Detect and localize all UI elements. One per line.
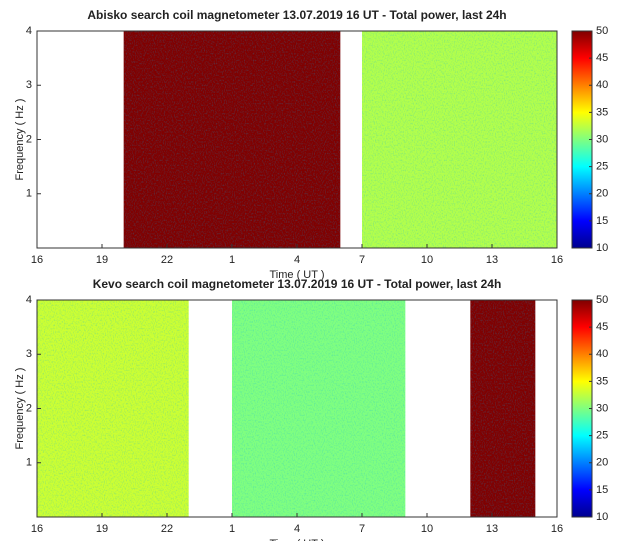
colorbar-tick-label: 50 xyxy=(596,294,608,306)
y-tick-label: 2 xyxy=(26,402,32,414)
x-tick-label: 1 xyxy=(229,523,235,535)
x-tick-label: 7 xyxy=(359,523,365,535)
y-tick-label: 2 xyxy=(26,133,32,145)
colorbar-tick-label: 30 xyxy=(596,402,608,414)
y-tick-label: 3 xyxy=(26,79,32,91)
y-tick-label: 1 xyxy=(26,188,32,200)
colorbar-tick-label: 25 xyxy=(596,430,608,442)
colorbar-tick-label: 40 xyxy=(596,79,608,91)
x-tick-label: 22 xyxy=(161,254,173,266)
x-tick-label: 16 xyxy=(31,254,43,266)
x-tick-label: 22 xyxy=(161,523,173,535)
x-tick-label: 16 xyxy=(31,523,43,535)
x-tick-label: 10 xyxy=(421,523,433,535)
x-tick-label: 13 xyxy=(486,254,498,266)
x-tick-label: 19 xyxy=(96,254,108,266)
x-tick-label: 1 xyxy=(229,254,235,266)
y-axis-label: Frequency ( Hz ) xyxy=(14,99,26,181)
x-tick-label: 19 xyxy=(96,523,108,535)
colorbar-tick-label: 40 xyxy=(596,348,608,360)
x-axis-label: Time ( UT ) xyxy=(270,538,325,541)
colorbar-tick-label: 15 xyxy=(596,484,608,496)
segment-texture xyxy=(123,31,341,248)
colorbar-tick-label: 15 xyxy=(596,215,608,227)
x-tick-label: 10 xyxy=(421,254,433,266)
colorbar-tick-label: 10 xyxy=(596,242,608,254)
colorbar-tick-label: 20 xyxy=(596,457,608,469)
x-tick-label: 4 xyxy=(294,523,300,535)
segment-texture xyxy=(362,31,557,248)
colorbar-tick-label: 50 xyxy=(596,25,608,37)
y-tick-label: 1 xyxy=(26,457,32,469)
chart-title: Abisko search coil magnetometer 13.07.20… xyxy=(87,8,506,22)
colorbar-tick-label: 20 xyxy=(596,188,608,200)
segment-texture xyxy=(232,300,406,517)
y-tick-label: 3 xyxy=(26,348,32,360)
segment-texture xyxy=(470,300,536,517)
x-tick-label: 4 xyxy=(294,254,300,266)
x-tick-label: 16 xyxy=(551,523,563,535)
segment-texture xyxy=(37,300,189,517)
x-tick-label: 16 xyxy=(551,254,563,266)
x-tick-label: 13 xyxy=(486,523,498,535)
colorbar-tick-label: 30 xyxy=(596,133,608,145)
colorbar-tick-label: 25 xyxy=(596,161,608,173)
y-tick-label: 4 xyxy=(26,294,32,306)
x-tick-label: 7 xyxy=(359,254,365,266)
y-axis-label: Frequency ( Hz ) xyxy=(14,368,26,450)
colorbar-tick-label: 35 xyxy=(596,375,608,387)
colorbar-tick-label: 10 xyxy=(596,511,608,523)
colorbar-tick-label: 45 xyxy=(596,321,608,333)
colorbar-tick-label: 45 xyxy=(596,52,608,64)
y-tick-label: 4 xyxy=(26,25,32,37)
x-axis-label: Time ( UT ) xyxy=(270,269,325,281)
colorbar-tick-label: 35 xyxy=(596,106,608,118)
chart-title: Kevo search coil magnetometer 13.07.2019… xyxy=(93,277,502,291)
